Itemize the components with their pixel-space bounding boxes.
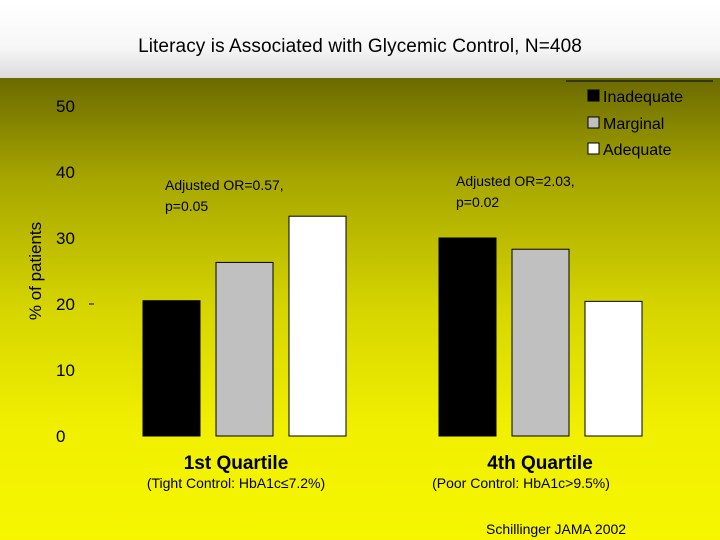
legend-label: Inadequate [603, 89, 683, 106]
source-citation: Schillinger JAMA 2002 [486, 521, 626, 537]
legend-swatch-marginal [587, 116, 600, 129]
y-tick-label: 0 [56, 427, 65, 446]
bar-adequate-1 [288, 215, 347, 437]
category-subtitle: (Tight Control: HbA1c≤7.2%) [147, 475, 325, 491]
bar-adequate-2 [584, 300, 643, 437]
y-tick-label: 40 [56, 163, 75, 182]
odds-ratio-annotation: Adjusted OR=0.57, [165, 177, 284, 193]
category-label: 4th Quartile [487, 453, 593, 474]
bar-marginal-2 [511, 248, 570, 437]
legend-label: Adequate [603, 142, 672, 159]
bar-marginal-1 [215, 261, 274, 437]
legend-swatch-inadequate [587, 89, 600, 102]
p-value-annotation: p=0.02 [456, 194, 499, 210]
legend-label: Marginal [603, 116, 664, 133]
legend-swatch-adequate [587, 142, 600, 155]
bar-inadequate-2 [438, 237, 497, 437]
y-tick-label: 20 [56, 295, 75, 314]
title-bar: Literacy is Associated with Glycemic Con… [0, 0, 720, 78]
category-subtitle: (Poor Control: HbA1c>9.5%) [432, 475, 610, 491]
y-tick-label: 10 [56, 361, 75, 380]
bar-inadequate-1 [142, 300, 201, 437]
odds-ratio-annotation: Adjusted OR=2.03, [456, 173, 575, 189]
category-label: 1st Quartile [184, 453, 289, 474]
y-tick-label: 30 [56, 229, 75, 248]
p-value-annotation: p=0.05 [165, 198, 208, 214]
y-tick-label: 50 [56, 97, 75, 116]
chart-panel: % of patients 0 10 20 30 40 50 1st Quartile 4th … [0, 78, 720, 540]
bar-chart: % of patients 0 10 20 30 40 50 1st Quartile 4th … [26, 80, 713, 537]
slide-title: Literacy is Associated with Glycemic Con… [138, 36, 582, 57]
y-axis-label: % of patients [26, 222, 45, 320]
